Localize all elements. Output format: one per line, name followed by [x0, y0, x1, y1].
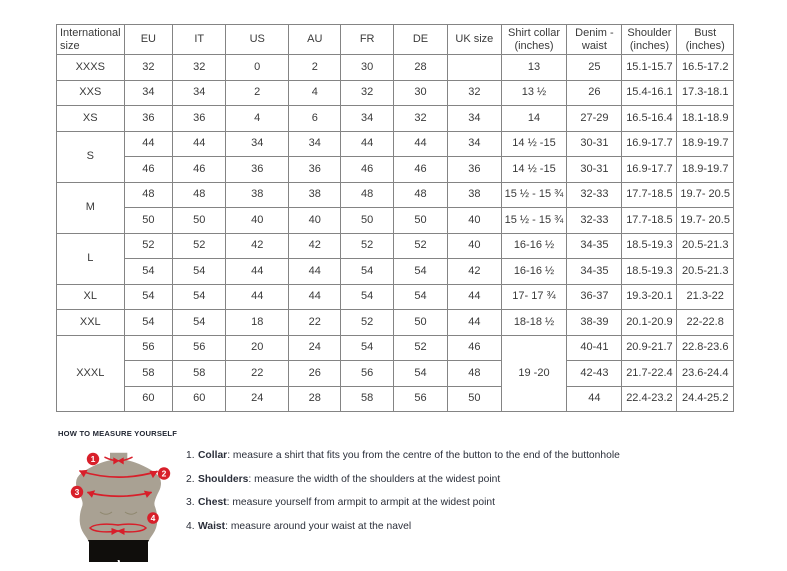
svg-text:2: 2 [162, 469, 167, 479]
svg-text:1: 1 [91, 454, 96, 464]
svg-text:4: 4 [151, 513, 156, 523]
svg-text:3: 3 [75, 487, 80, 497]
